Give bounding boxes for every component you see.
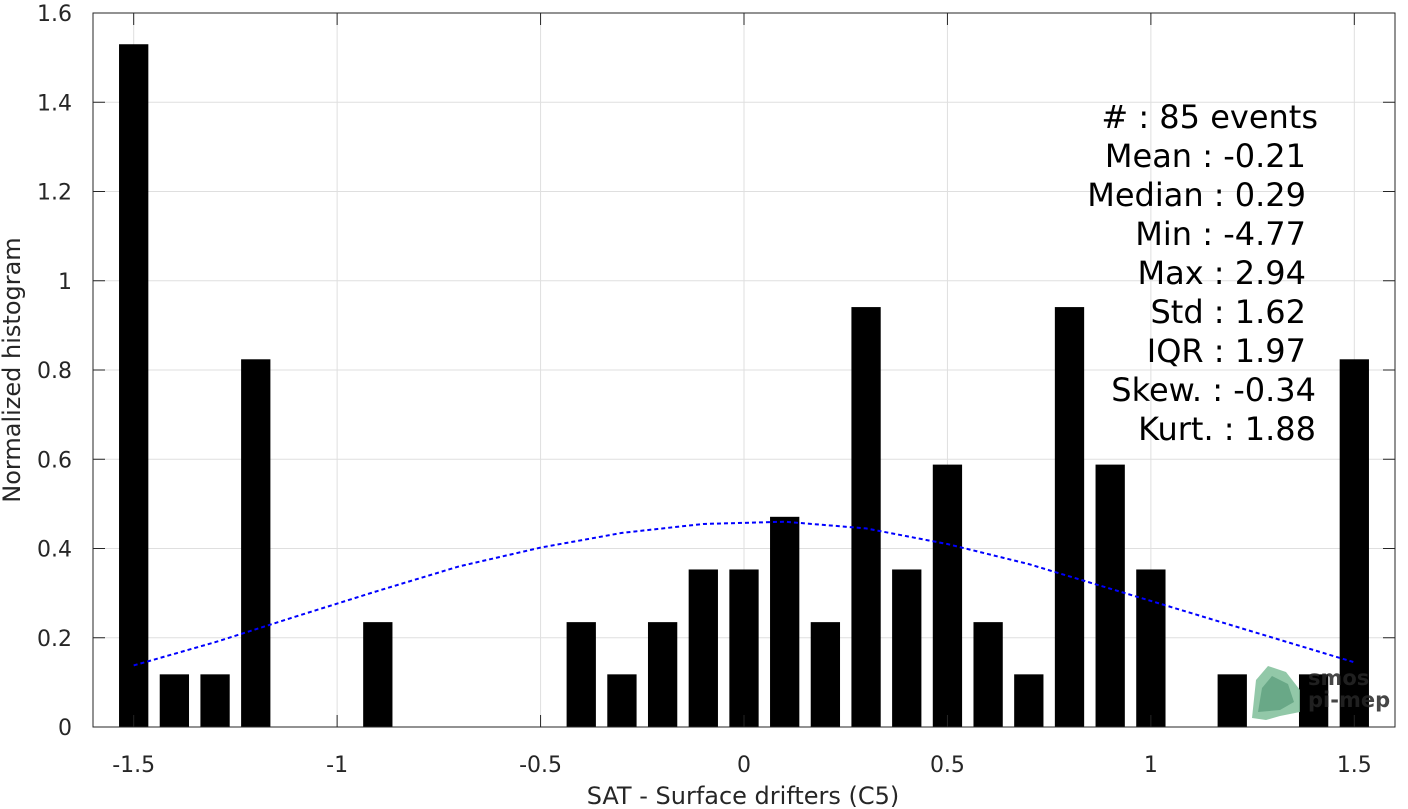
histogram-bar [770,516,800,727]
logo-mark-inner [1258,676,1294,712]
histogram-bar [810,622,841,727]
histogram-bar [1136,569,1166,727]
x-tick-labels: -1.5 -1 -0.5 0 0.5 1 1.5 [112,753,1372,778]
histogram-bar [1054,307,1085,727]
x-tick-label: 1.5 [1337,753,1372,778]
stats-line: Median : 0.29 [1087,176,1306,214]
stats-line: Min : -4.77 [1135,215,1306,253]
histogram-bar [688,569,718,727]
y-tick-label: 1.2 [37,181,72,206]
grid [93,12,1395,728]
histogram-bar [1095,464,1125,727]
y-tick-label: 0.2 [37,627,72,652]
stats-line: IQR : 1.97 [1147,332,1306,370]
y-tick-label: 0.4 [37,538,72,563]
histogram-bar [729,569,759,727]
histogram-bar [159,674,190,727]
logo-line1: smos [1308,666,1369,690]
histogram-bar [892,569,922,727]
histogram-bar [200,674,230,727]
stats-line: Skew. : -0.34 [1111,371,1316,409]
histogram-bar [932,464,963,727]
x-tick-label: 0 [737,753,751,778]
stats-line: Kurt. : 1.88 [1138,410,1316,448]
histogram-bar [607,674,637,727]
y-tick-label: 0.8 [37,359,72,384]
histogram-bar [363,622,393,727]
stats-line: Mean : -0.21 [1105,137,1306,175]
fit-curve [133,520,1355,667]
x-tick-label: -1.5 [112,753,155,778]
stats-line: Max : 2.94 [1137,254,1306,292]
histogram-bar [1298,674,1329,727]
x-tick-label: 0.5 [930,753,965,778]
histogram-bars [119,44,1369,728]
smos-pimep-logo: smos pi-mep [1252,666,1390,720]
histogram-bar [1014,674,1044,727]
axes [92,12,1396,728]
histogram-bar [119,44,149,728]
stats-line: Std : 1.62 [1150,293,1306,331]
x-tick-label: -0.5 [519,753,562,778]
x-tick-label: 1 [1144,753,1158,778]
fit-curve-layer [133,520,1355,667]
histogram-bar [1217,674,1247,727]
histogram-bar [566,622,596,727]
y-tick-labels: 0 0.2 0.4 0.6 0.8 1 1.2 1.4 1.6 [37,2,72,741]
histogram-bar [851,307,881,727]
logo-line2: pi-mep [1308,688,1390,712]
histogram-bar [973,622,1003,727]
y-tick-label: 0 [58,716,72,741]
stats-line: # : 85 events [1101,98,1318,136]
histogram-bar [241,359,271,727]
x-axis-title: SAT - Surface drifters (C5) [587,782,900,809]
y-tick-label: 1.6 [37,2,72,27]
y-tick-label: 0.6 [37,448,72,473]
y-tick-label: 1.4 [37,91,72,116]
histogram-bar [647,622,678,727]
histogram-bar [1339,359,1369,727]
y-axis-title: Normalized histogram [0,237,26,502]
x-tick-label: -1 [326,753,348,778]
y-tick-label: 1 [58,270,72,295]
